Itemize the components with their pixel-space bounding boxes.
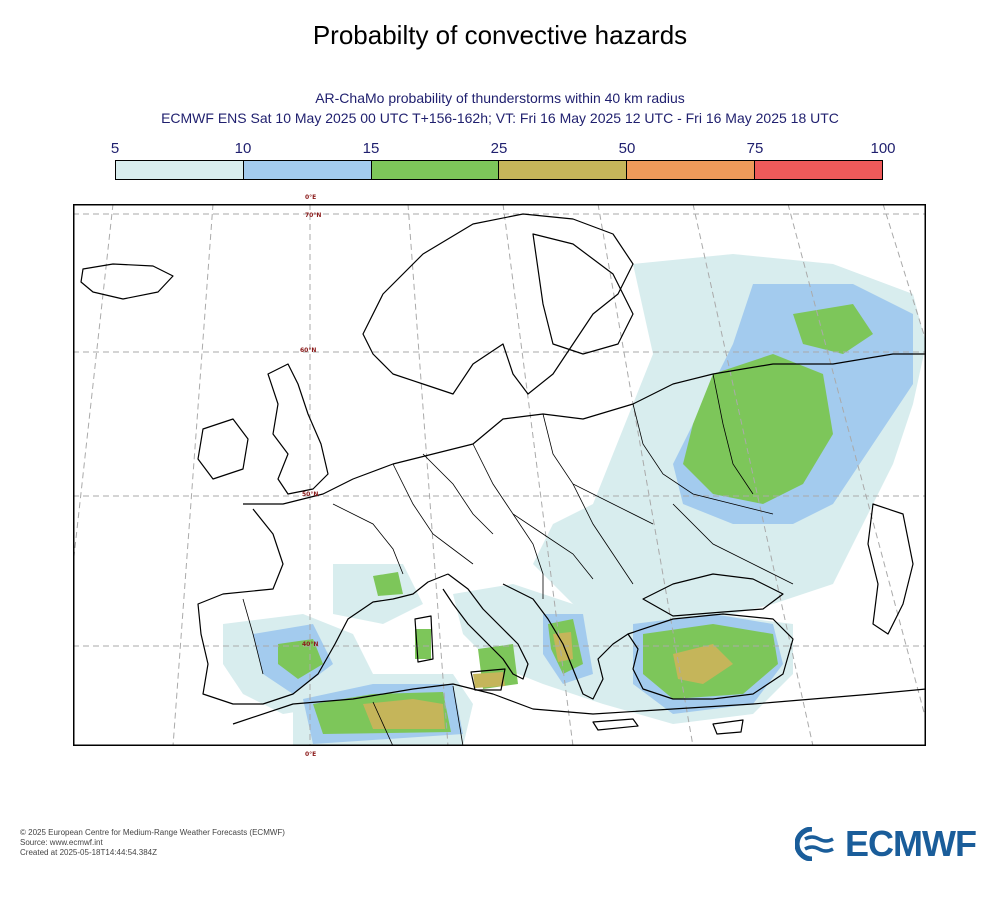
colorbar	[115, 160, 883, 180]
colorbar-segment-1	[243, 161, 372, 179]
colorbar-segment-0	[116, 161, 244, 179]
ecmwf-logo-icon	[795, 827, 841, 861]
colorbar-tick-label: 10	[234, 140, 252, 157]
prob-25-50-greece	[553, 632, 573, 662]
lat-label-50: 50°N	[302, 491, 319, 498]
lon-label-bottom: 0°E	[305, 751, 317, 758]
ecmwf-logo: ECMWF	[795, 823, 977, 864]
page-title: Probabilty of convective hazards	[312, 20, 688, 50]
prob-15-25-france	[373, 572, 403, 596]
ecmwf-logo-text: ECMWF	[845, 823, 977, 864]
colorbar-tick-label: 50	[618, 140, 636, 157]
footer-copyright: © 2025 European Centre for Medium-Range …	[20, 828, 285, 837]
colorbar-tick-label: 75	[746, 140, 764, 157]
prob-15-25-russia-south	[683, 354, 833, 504]
lat-label-60: 60°N	[300, 347, 317, 354]
prob-15-25-russia-north	[793, 304, 873, 354]
colorbar-segment-2	[371, 161, 500, 179]
colorbar-segment-4	[627, 161, 756, 179]
map-subtitle-run-info: ECMWF ENS Sat 10 May 2025 00 UTC T+156-1…	[161, 110, 839, 126]
prob-25-50-anatolia	[673, 644, 733, 684]
footer-source: Source: www.ecmwf.int	[20, 838, 103, 847]
footer-created: Created at 2025-05-18T14:44:54.384Z	[20, 848, 157, 857]
lat-label-70: 70°N	[305, 212, 322, 219]
probability-field	[223, 254, 926, 746]
map-subtitle-product: AR-ChaMo probability of thunderstorms wi…	[315, 90, 685, 106]
map-frame	[73, 204, 926, 746]
colorbar-tick-label: 100	[870, 140, 896, 157]
colorbar-segment-5	[755, 161, 882, 179]
map-panel	[73, 204, 926, 746]
country-borders	[242, 373, 794, 746]
colorbar-tick-label: 25	[490, 140, 508, 157]
colorbar-tick-label: 5	[110, 140, 120, 157]
footer: © 2025 European Centre for Medium-Range …	[20, 828, 285, 858]
colorbar-segment-3	[499, 161, 628, 179]
graticule	[73, 204, 926, 746]
prob-15-25-iberia	[278, 639, 323, 679]
lat-label-40: 40°N	[302, 641, 319, 648]
prob-25-50-sicily	[473, 672, 505, 688]
prob-15-25-sardinia	[415, 629, 431, 659]
prob-25-50-africa	[363, 699, 445, 729]
colorbar-tick-label: 15	[362, 140, 380, 157]
lon-label-top: 0°E	[305, 194, 317, 201]
